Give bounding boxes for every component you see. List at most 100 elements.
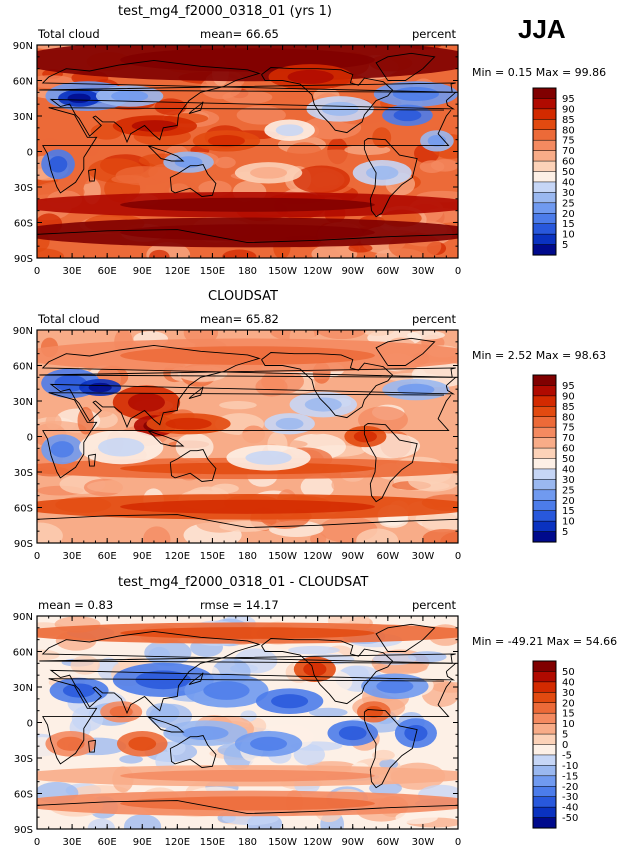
lat-tick-label: 60N: [13, 362, 33, 373]
colorbar-swatch: [532, 754, 557, 766]
colorbar-swatch: [532, 447, 557, 460]
lat-tick-label: 60S: [14, 219, 33, 230]
colorbar-swatch: [532, 108, 557, 120]
lon-tick-label: 60W: [377, 551, 400, 562]
colorbar-swatch: [532, 479, 557, 491]
lat-tick-label: 30N: [13, 112, 33, 123]
colorbar-swatch: [532, 426, 557, 439]
lon-tick-label: 60E: [98, 551, 117, 562]
colorbar-label: 50: [562, 454, 575, 465]
colorbar-label: 95: [562, 381, 575, 392]
lon-tick-label: 0: [455, 551, 461, 562]
colorbar-label: 30: [562, 475, 575, 486]
colorbar-swatch: [532, 796, 557, 808]
colorbar-swatch: [532, 458, 557, 470]
colorbar-swatch: [532, 702, 557, 714]
contour-field: [37, 330, 458, 543]
colorbar-label: 40: [562, 677, 575, 688]
colorbar-swatch: [532, 468, 557, 480]
colorbar-swatch: [532, 213, 557, 225]
colorbar-swatch: [532, 500, 557, 512]
colorbar-swatch: [532, 692, 557, 704]
lat-tick-label: 90S: [14, 254, 33, 265]
lat-tick-label: 30N: [13, 397, 33, 408]
colorbar-swatch: [532, 510, 557, 522]
panel-title: CLOUDSAT: [208, 289, 278, 304]
lon-tick-label: 0: [34, 266, 40, 277]
panel-minmax: Min = 2.52 Max = 98.63: [472, 349, 607, 362]
colorbar-swatch: [532, 87, 557, 99]
colorbar-label: 75: [562, 423, 575, 434]
colorbar-label: 40: [562, 177, 575, 188]
colorbar-label: 15: [562, 709, 575, 720]
lat-tick-label: 30S: [14, 183, 33, 194]
lat-tick-label: 60S: [14, 790, 33, 801]
colorbar-label: 5: [562, 240, 568, 251]
colorbar-swatch: [532, 374, 557, 386]
lon-tick-label: 90E: [133, 837, 152, 848]
lon-tick-label: 120W: [303, 266, 332, 277]
colorbar-label: 70: [562, 433, 575, 444]
lon-tick-label: 120E: [165, 266, 190, 277]
colorbar-swatch: [532, 119, 557, 131]
colorbar-label: 50: [562, 667, 575, 678]
lat-tick-label: 90N: [13, 41, 33, 52]
colorbar-label: 50: [562, 167, 575, 178]
colorbar-swatch: [532, 171, 557, 183]
colorbar-label: 20: [562, 496, 575, 507]
lon-tick-label: 120E: [165, 551, 190, 562]
colorbar-label: 90: [562, 104, 575, 115]
lon-tick-label: 60W: [377, 266, 400, 277]
colorbar-swatch: [532, 744, 557, 756]
colorbar-label: 75: [562, 136, 575, 147]
lon-tick-label: 150W: [268, 266, 297, 277]
colorbar-label: 95: [562, 94, 575, 105]
lat-tick-label: 0: [27, 433, 33, 444]
lon-tick-label: 150E: [200, 266, 225, 277]
colorbar-swatch: [532, 817, 557, 829]
colorbar-swatch: [532, 681, 557, 693]
panel-units-label: percent: [412, 598, 457, 612]
lon-tick-label: 60W: [377, 837, 400, 848]
lat-tick-label: 60N: [13, 77, 33, 88]
colorbar-label: 25: [562, 485, 575, 496]
lon-tick-label: 150E: [200, 551, 225, 562]
contour-field: [37, 616, 458, 829]
colorbar-label: 0: [562, 740, 568, 751]
lat-tick-label: 0: [27, 719, 33, 730]
lon-tick-label: 120E: [165, 837, 190, 848]
colorbar-swatch: [532, 192, 557, 204]
colorbar-swatch: [532, 660, 557, 672]
panel-minmax: Min = 0.15 Max = 99.86: [472, 66, 607, 79]
colorbar-label: 80: [562, 125, 575, 136]
colorbar-swatch: [532, 416, 557, 428]
colorbar-swatch: [532, 385, 557, 397]
colorbar-swatch: [532, 395, 557, 407]
lon-tick-label: 90E: [133, 551, 152, 562]
lon-tick-label: 30E: [63, 266, 82, 277]
colorbar-label: 85: [562, 402, 575, 413]
colorbar-swatch: [532, 233, 557, 246]
colorbar-swatch: [532, 129, 557, 141]
lat-tick-label: 90N: [13, 326, 33, 337]
colorbar-label: 20: [562, 209, 575, 220]
lon-tick-label: 0: [455, 266, 461, 277]
colorbar-swatch: [532, 202, 557, 214]
colorbar-swatch: [532, 786, 557, 798]
colorbar-label: -5: [562, 750, 572, 761]
panel-left-label: Total cloud: [38, 312, 100, 326]
lon-tick-label: 0: [34, 837, 40, 848]
lon-tick-label: 90E: [133, 266, 152, 277]
coastlines: [37, 623, 458, 815]
lon-tick-label: 90W: [341, 551, 364, 562]
lon-tick-label: 60E: [98, 266, 117, 277]
colorbar-label: -10: [562, 761, 578, 772]
colorbar-label: 30: [562, 688, 575, 699]
lon-tick-label: 120W: [303, 837, 332, 848]
colorbar-swatch: [532, 150, 557, 162]
colorbar-swatch: [532, 671, 557, 683]
